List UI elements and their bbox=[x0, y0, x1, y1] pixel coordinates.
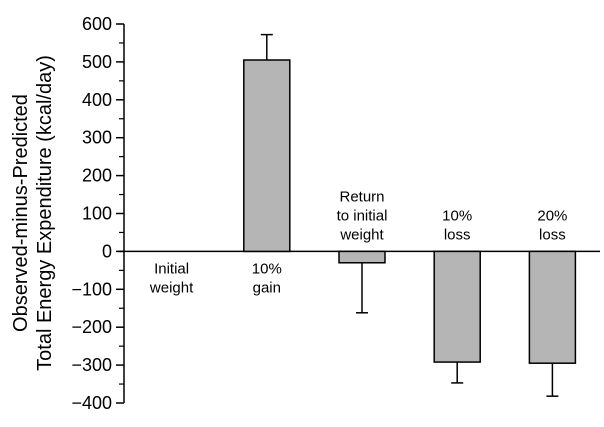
category-label: Return bbox=[339, 188, 384, 205]
bar bbox=[243, 59, 291, 253]
category-label: loss bbox=[539, 226, 566, 243]
bars bbox=[243, 33, 577, 397]
y-tick-label: 0 bbox=[102, 241, 112, 261]
y-tick-label: 300 bbox=[82, 128, 112, 148]
category-label: Initial bbox=[154, 260, 189, 277]
y-axis-label-line1: Observed-minus-Predicted bbox=[10, 94, 32, 332]
category-label: 10% bbox=[252, 260, 282, 277]
y-tick-label: 100 bbox=[82, 204, 112, 224]
category-label: to initial bbox=[337, 207, 388, 224]
y-tick-label: 500 bbox=[82, 52, 112, 72]
category-label: weight bbox=[149, 279, 194, 296]
y-tick-label: 200 bbox=[82, 166, 112, 186]
y-axis-label-line2: Total Energy Expenditure (kcal/day) bbox=[34, 55, 56, 371]
category-label: gain bbox=[253, 279, 281, 296]
bar bbox=[528, 250, 577, 364]
category-label: loss bbox=[444, 226, 471, 243]
y-tick-label: −400 bbox=[71, 393, 112, 413]
category-label: 10% bbox=[442, 207, 472, 224]
y-tick-label: −200 bbox=[71, 317, 112, 337]
category-labels: Initial weight 10% gain Return to initial weig… bbox=[149, 188, 567, 296]
y-tick-label: 400 bbox=[82, 90, 112, 110]
y-tick-label: 600 bbox=[82, 14, 112, 34]
category-label: 20% bbox=[537, 207, 567, 224]
category-label: weight bbox=[339, 226, 384, 243]
bar bbox=[433, 250, 481, 363]
axes: 600 500 400 300 200 100 0 −100 −200 −300 −400 bbox=[71, 14, 600, 413]
bar bbox=[338, 250, 386, 264]
y-tick-label: −300 bbox=[71, 355, 112, 375]
y-tick-label: −100 bbox=[71, 279, 112, 299]
